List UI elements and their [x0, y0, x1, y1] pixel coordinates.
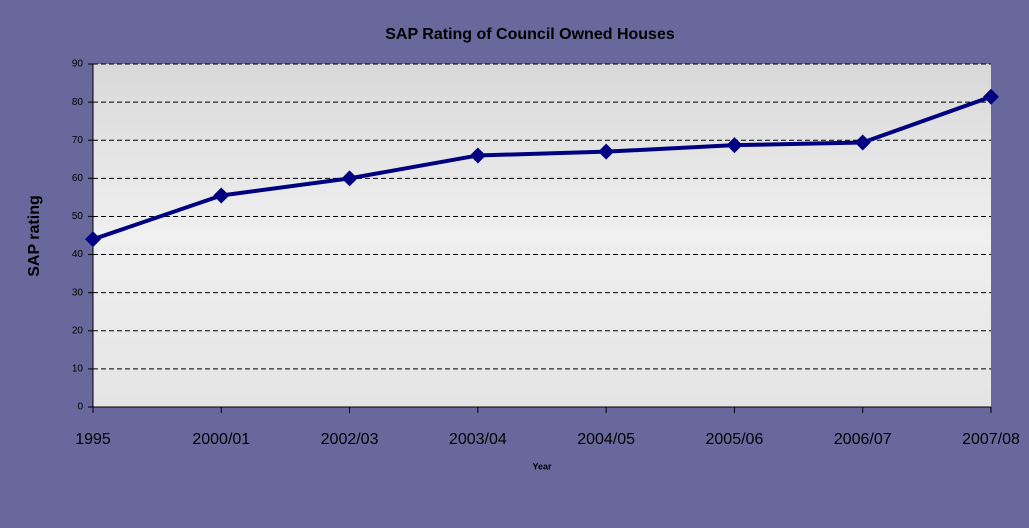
line — [92, 94, 992, 242]
marker — [854, 134, 871, 151]
y-tick-label: 60 — [72, 173, 84, 184]
marker — [726, 137, 743, 154]
chart-title: SAP Rating of Council Owned Houses — [385, 26, 675, 43]
y-tick-label: 0 — [77, 402, 83, 413]
marker — [213, 187, 230, 204]
marker — [598, 143, 615, 160]
x-tick-label: 2004/05 — [577, 431, 635, 448]
x-tick-label: 1995 — [75, 431, 111, 448]
x-tick-label: 2002/03 — [321, 431, 379, 448]
y-tick-label: 70 — [72, 135, 84, 146]
x-tick-label: 2005/06 — [706, 431, 764, 448]
x-axis-label: Year — [532, 461, 552, 471]
marker — [983, 88, 999, 105]
y-tick-label: 30 — [72, 287, 84, 298]
y-tick-label: 10 — [72, 364, 84, 375]
x-tick-label: 2006/07 — [834, 431, 892, 448]
marker — [341, 170, 358, 187]
x-tick-label: 2003/04 — [449, 431, 507, 448]
marker — [85, 231, 101, 248]
y-tick-label: 50 — [72, 211, 84, 222]
x-tick-label: 2007/08 — [962, 431, 1020, 448]
y-tick-label: 40 — [72, 249, 84, 260]
plot-area — [93, 64, 991, 407]
y-tick-label: 90 — [72, 59, 84, 70]
x-tick-label: 2000/01 — [192, 431, 250, 448]
y-tick-label: 20 — [72, 325, 84, 336]
marker — [469, 147, 486, 164]
y-axis-label: SAP rating — [26, 195, 43, 277]
y-tick-label: 80 — [72, 97, 84, 108]
